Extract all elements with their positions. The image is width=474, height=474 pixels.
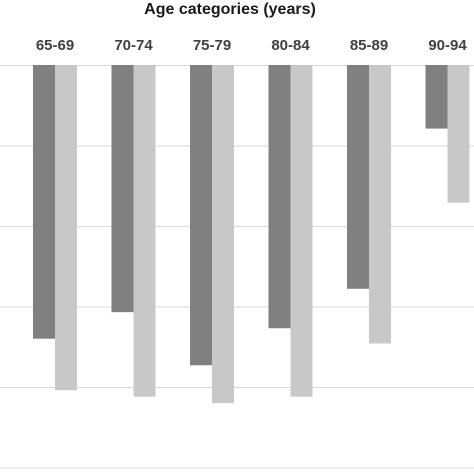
category-labels: 65-69 70-74 75-79 80-84 85-89 90-94 bbox=[36, 37, 468, 54]
bar-series1 bbox=[425, 65, 448, 129]
category-label: 80-84 bbox=[271, 37, 310, 54]
bars bbox=[33, 65, 470, 404]
category-label: 75-79 bbox=[193, 37, 231, 54]
bar-series1 bbox=[111, 65, 134, 313]
bar-series2 bbox=[55, 65, 77, 391]
bar-series2 bbox=[447, 65, 470, 203]
category-label: 65-69 bbox=[36, 37, 74, 54]
category-label: 90-94 bbox=[428, 37, 467, 54]
bar-series1 bbox=[347, 65, 369, 289]
bar-series2 bbox=[212, 65, 234, 404]
category-label: 70-74 bbox=[114, 37, 153, 54]
bar-series1 bbox=[33, 65, 55, 339]
bar-series1 bbox=[190, 65, 212, 366]
bar-series1 bbox=[268, 65, 291, 329]
bar-series2 bbox=[133, 65, 156, 397]
chart-title: Age categories (years) bbox=[144, 1, 316, 18]
bar-series2 bbox=[369, 65, 391, 344]
category-label: 85-89 bbox=[350, 37, 388, 54]
gridlines bbox=[0, 65, 474, 469]
bar-series2 bbox=[290, 65, 313, 397]
